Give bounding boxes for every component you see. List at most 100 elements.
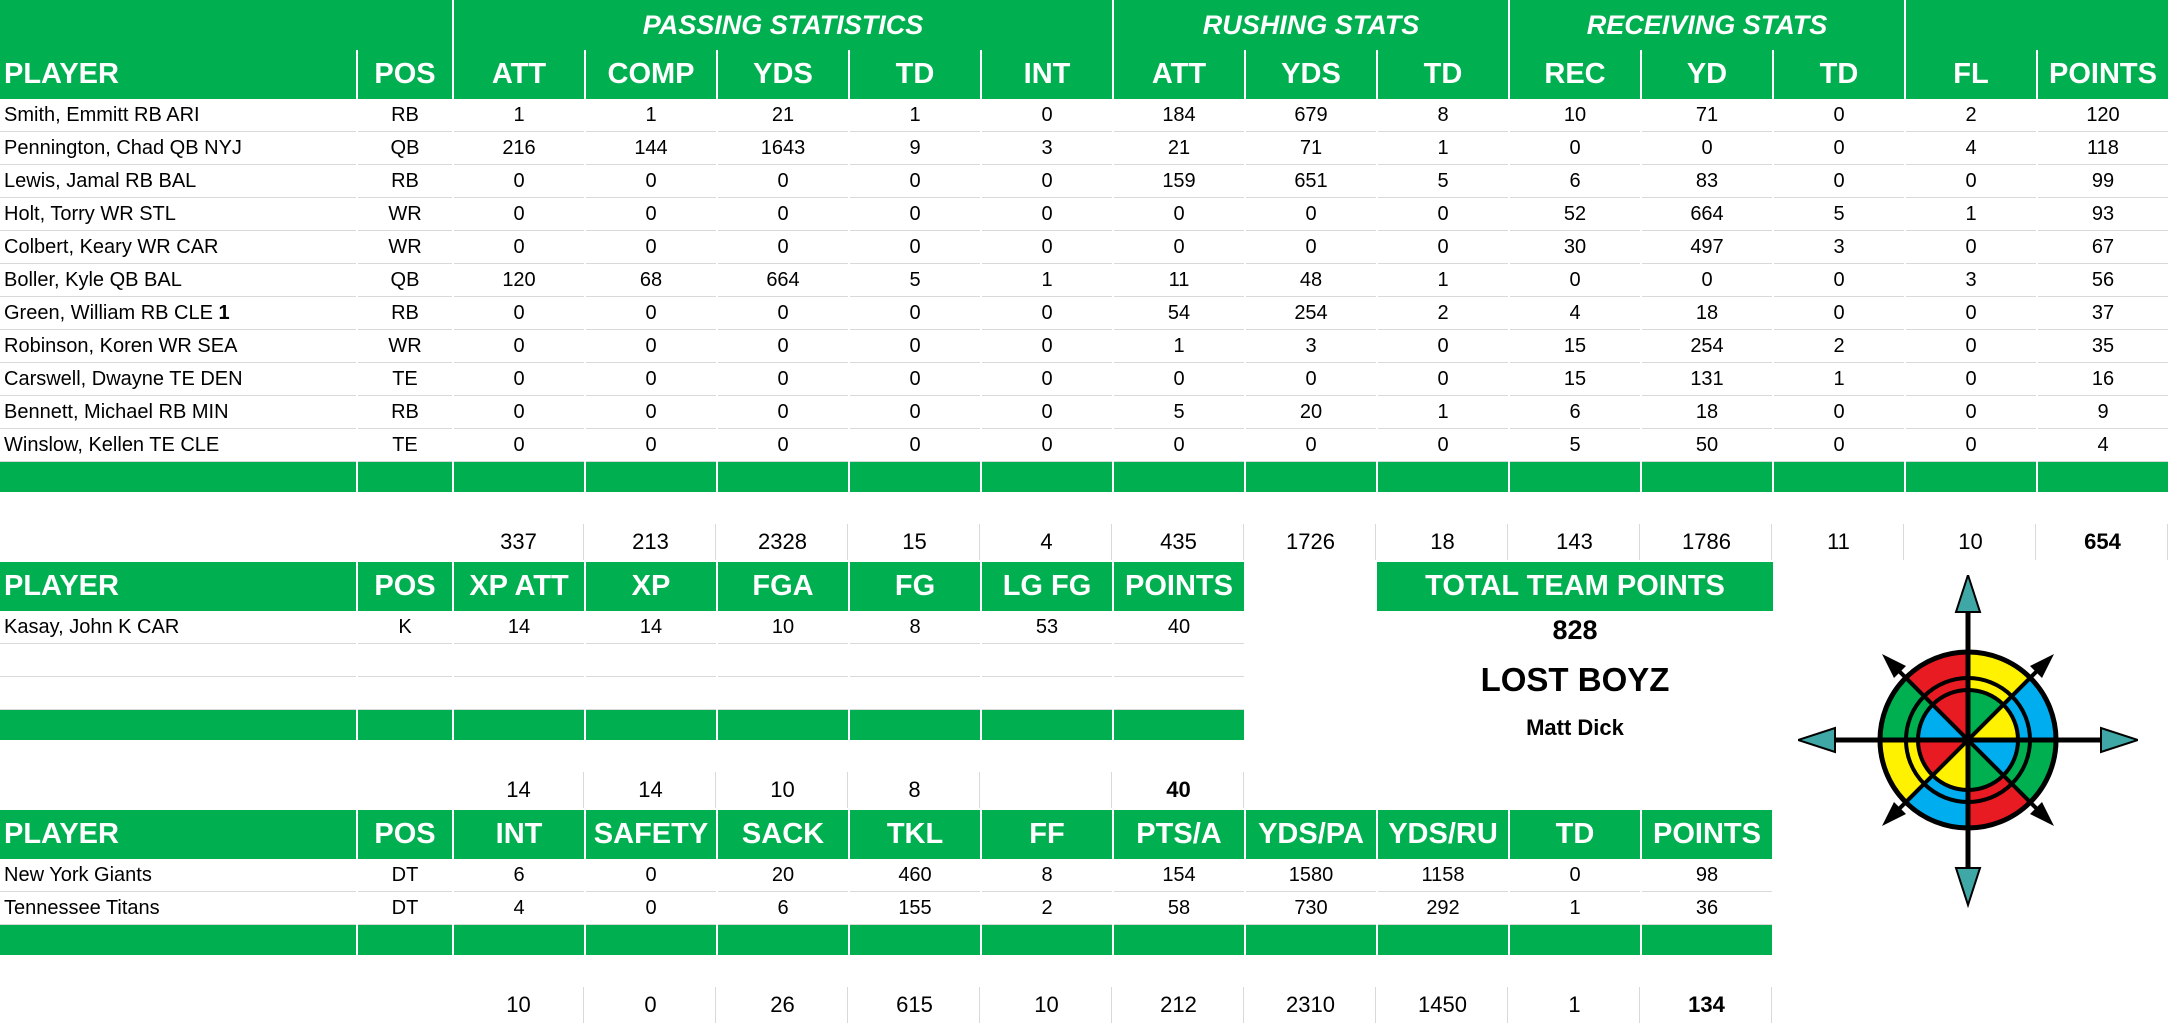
player-name-text: Green, William RB CLE — [4, 301, 219, 324]
separator-band — [1114, 710, 1244, 740]
empty-cell — [718, 644, 848, 677]
stat-cell: 254 — [1246, 297, 1376, 330]
header-filler — [0, 0, 452, 50]
total-cell: 435 — [1114, 524, 1244, 560]
separator-band — [358, 462, 452, 492]
total-team-points-header: TOTAL TEAM POINTS — [1377, 562, 1773, 611]
stat-cell: 0 — [1906, 231, 2036, 264]
total-points: 134 — [1642, 987, 1772, 1023]
column-header: YDS/RU — [1378, 810, 1508, 859]
total-cell: 212 — [1114, 987, 1244, 1023]
stat-cell: 0 — [982, 330, 1112, 363]
column-header: TD — [1378, 50, 1508, 99]
player-name: New York Giants — [0, 859, 356, 892]
stat-cell: 8 — [850, 611, 980, 644]
stat-cell: 0 — [1246, 231, 1376, 264]
stat-cell: 0 — [586, 165, 716, 198]
total-team-points-value: 828 — [1552, 614, 1598, 645]
stat-cell: 6 — [718, 892, 848, 925]
player-name-text: Tennessee Titans — [4, 896, 160, 919]
separator-band — [982, 925, 1112, 955]
player-name-text: Smith, Emmitt RB ARI — [4, 103, 200, 126]
separator-band — [982, 462, 1112, 492]
stat-cell: 50 — [1642, 429, 1772, 462]
total-cell: 337 — [454, 524, 584, 560]
stat-cell: 120 — [2038, 99, 2168, 132]
column-header: REC — [1510, 50, 1640, 99]
stat-cell: 35 — [2038, 330, 2168, 363]
stat-cell: DT — [358, 892, 452, 925]
stat-cell: 20 — [718, 859, 848, 892]
separator-band — [1774, 462, 1904, 492]
stat-cell: 497 — [1642, 231, 1772, 264]
stat-cell: 48 — [1246, 264, 1376, 297]
total-cell: 18 — [1378, 524, 1508, 560]
column-header: PLAYER — [0, 50, 356, 99]
stat-cell: 5 — [1510, 429, 1640, 462]
stat-cell: 2 — [1906, 99, 2036, 132]
stat-cell: 6 — [1510, 165, 1640, 198]
stat-cell: 52 — [1510, 198, 1640, 231]
empty-cell — [358, 644, 452, 677]
stat-cell: 0 — [718, 363, 848, 396]
total-cell: 1450 — [1378, 987, 1508, 1023]
player-name-text: Winslow, Kellen TE CLE — [4, 433, 220, 456]
total-cell: 1786 — [1642, 524, 1772, 560]
player-name: Winslow, Kellen TE CLE — [0, 429, 356, 462]
stat-cell: 0 — [850, 165, 980, 198]
stat-cell: QB — [358, 132, 452, 165]
stat-cell: 0 — [454, 429, 584, 462]
stat-cell: RB — [358, 165, 452, 198]
player-name: Colbert, Keary WR CAR — [0, 231, 356, 264]
separator-band — [358, 710, 452, 740]
stat-cell: 16 — [2038, 363, 2168, 396]
separator-band — [454, 925, 584, 955]
stat-cell: 0 — [1906, 396, 2036, 429]
stat-cell: 71 — [1642, 99, 1772, 132]
column-header: FL — [1906, 50, 2036, 99]
column-header: YDS — [1246, 50, 1376, 99]
stat-cell: 0 — [1774, 297, 1904, 330]
player-name-text: Carswell, Dwayne TE DEN — [4, 367, 243, 390]
player-name-text: Kasay, John K CAR — [4, 615, 180, 638]
stat-cell: 0 — [1378, 231, 1508, 264]
stat-cell: 0 — [1114, 363, 1244, 396]
stat-cell: 0 — [586, 429, 716, 462]
stat-cell: 0 — [1378, 363, 1508, 396]
stat-cell: 0 — [454, 330, 584, 363]
stat-cell: 0 — [1510, 859, 1640, 892]
empty-cell — [982, 644, 1112, 677]
separator-band — [358, 925, 452, 955]
stat-cell: 2 — [982, 892, 1112, 925]
column-header: POINTS — [1642, 810, 1772, 859]
stat-cell: 651 — [1246, 165, 1376, 198]
empty-cell — [454, 677, 584, 710]
total-cell — [358, 524, 452, 560]
total-cell: 10 — [982, 987, 1112, 1023]
column-header: COMP — [586, 50, 716, 99]
stat-cell: 216 — [454, 132, 584, 165]
player-name: Kasay, John K CAR — [0, 611, 356, 644]
stat-cell: 0 — [982, 198, 1112, 231]
stat-cell: 67 — [2038, 231, 2168, 264]
stat-cell: 3 — [982, 132, 1112, 165]
stat-cell: 0 — [850, 198, 980, 231]
column-header: PLAYER — [0, 810, 356, 859]
stat-cell: 1643 — [718, 132, 848, 165]
separator-band — [718, 462, 848, 492]
total-cell — [358, 987, 452, 1023]
stat-cell: 15 — [1510, 330, 1640, 363]
player-name-text: Boller, Kyle QB BAL — [4, 268, 182, 291]
total-cell: 14 — [586, 772, 716, 808]
player-name-text: Colbert, Keary WR CAR — [4, 235, 219, 258]
player-name-suffix: 1 — [218, 301, 230, 324]
stat-cell: 155 — [850, 892, 980, 925]
stat-cell: 0 — [586, 859, 716, 892]
group-rushing-stats: RUSHING STATS — [1114, 0, 1508, 50]
stat-cell: 730 — [1246, 892, 1376, 925]
stat-cell: 98 — [1642, 859, 1772, 892]
total-cell: 15 — [850, 524, 980, 560]
stat-cell: 4 — [1906, 132, 2036, 165]
total-cell: 2328 — [718, 524, 848, 560]
column-header: XP ATT — [454, 562, 584, 611]
